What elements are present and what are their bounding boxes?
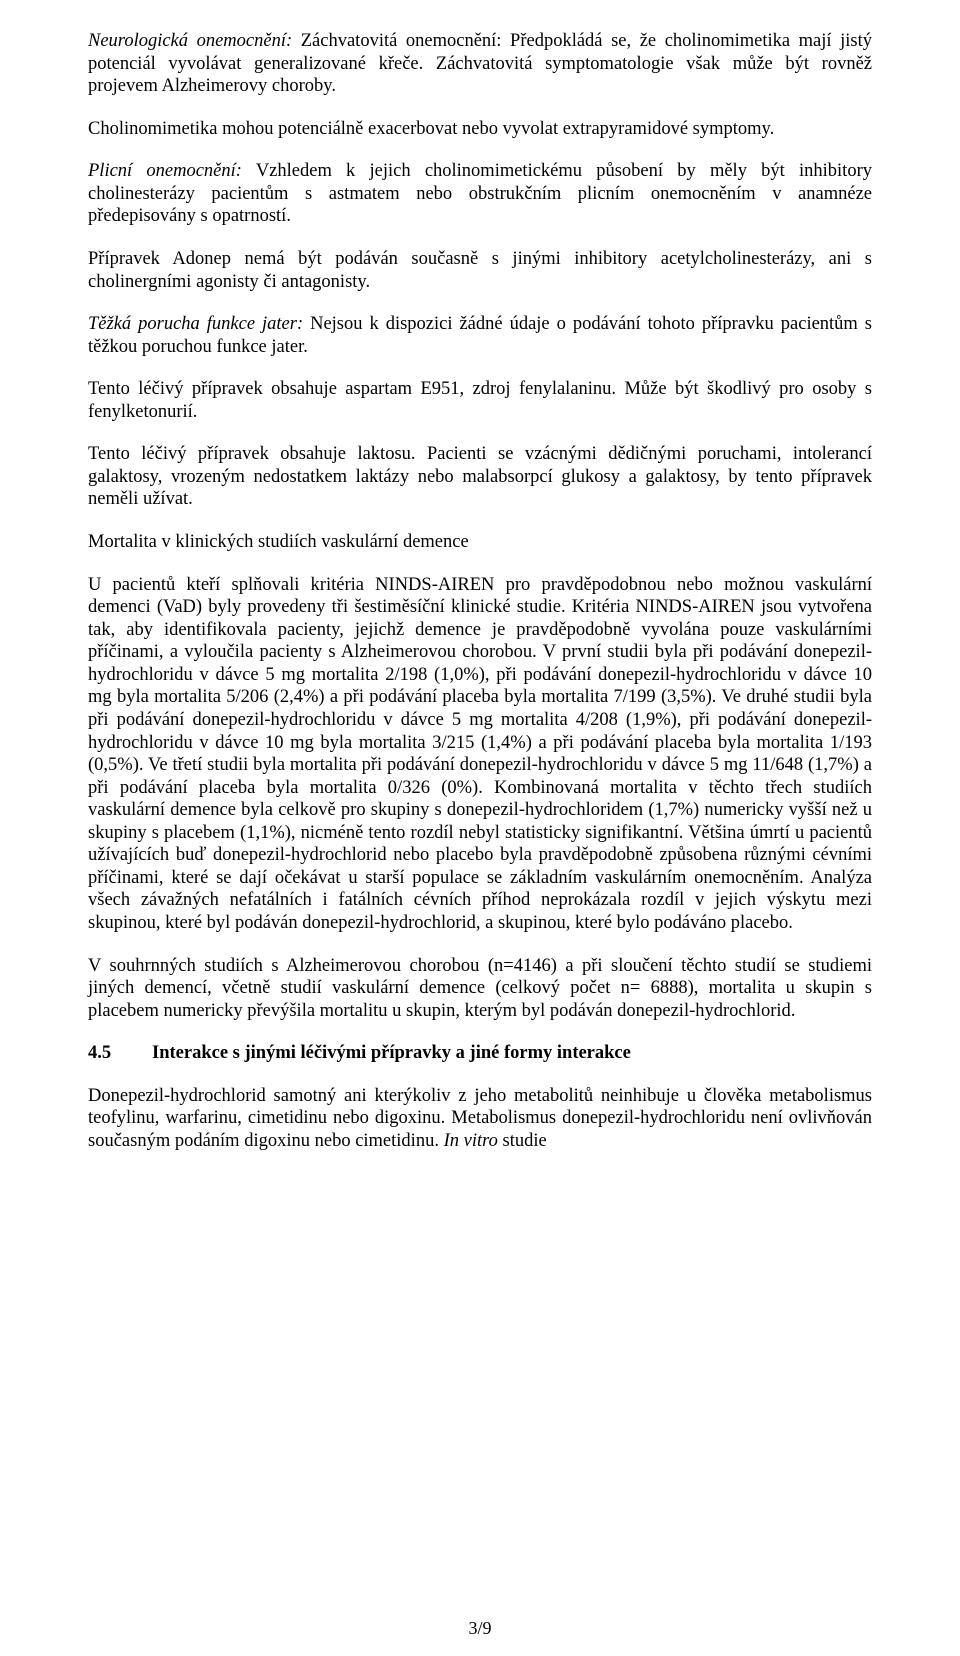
lead-phrase: Těžká porucha funkce jater: xyxy=(88,314,303,334)
body-text: Tento léčivý přípravek obsahuje aspartam… xyxy=(88,379,872,422)
paragraph: U pacientů kteří splňovali kritéria NIND… xyxy=(88,574,872,935)
paragraph: Těžká porucha funkce jater: Nejsou k dis… xyxy=(88,313,872,358)
paragraph: Donepezil-hydrochlorid samotný ani který… xyxy=(88,1085,872,1153)
paragraph: Tento léčivý přípravek obsahuje aspartam… xyxy=(88,378,872,423)
section-title: Interakce s jinými léčivými přípravky a … xyxy=(152,1042,631,1065)
section-heading: 4.5 Interakce s jinými léčivými přípravk… xyxy=(88,1042,872,1065)
lead-phrase: Plicní onemocnění: xyxy=(88,161,242,181)
paragraph: V souhrnných studiích s Alzheimerovou ch… xyxy=(88,955,872,1023)
paragraph: Neurologická onemocnění: Záchvatovitá on… xyxy=(88,30,872,98)
inline-italic: In vitro xyxy=(444,1131,498,1151)
subheading: Mortalita v klinických studiích vaskulár… xyxy=(88,531,872,554)
lead-phrase: Neurologická onemocnění: xyxy=(88,31,292,51)
body-text: Přípravek Adonep nemá být podáván součas… xyxy=(88,249,872,292)
page-number: 3/9 xyxy=(0,1618,960,1640)
body-text: Tento léčivý přípravek obsahuje laktosu.… xyxy=(88,444,872,509)
body-text: U pacientů kteří splňovali kritéria NIND… xyxy=(88,575,872,933)
paragraph: Přípravek Adonep nemá být podáván součas… xyxy=(88,248,872,293)
section-number: 4.5 xyxy=(88,1042,152,1065)
document-page: Neurologická onemocnění: Záchvatovitá on… xyxy=(0,0,960,1656)
body-text: V souhrnných studiích s Alzheimerovou ch… xyxy=(88,956,872,1021)
paragraph: Plicní onemocnění: Vzhledem k jejich cho… xyxy=(88,160,872,228)
paragraph: Cholinomimetika mohou potenciálně exacer… xyxy=(88,118,872,141)
paragraph: Tento léčivý přípravek obsahuje laktosu.… xyxy=(88,443,872,511)
body-text: Cholinomimetika mohou potenciálně exacer… xyxy=(88,119,774,139)
body-text: studie xyxy=(498,1131,547,1151)
body-text: Mortalita v klinických studiích vaskulár… xyxy=(88,532,469,552)
